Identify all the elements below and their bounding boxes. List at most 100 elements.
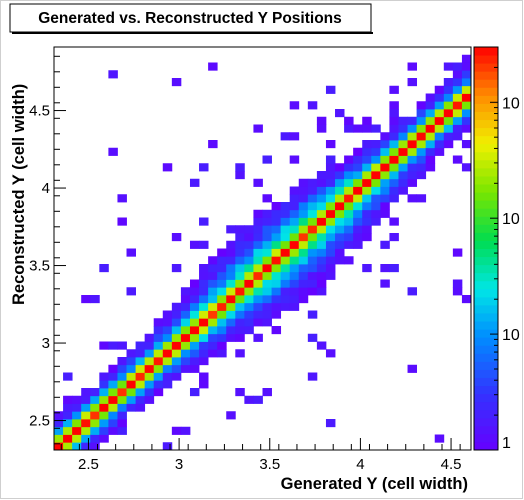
heatmap-cell (81, 419, 91, 428)
heatmap-cell (344, 240, 354, 249)
heatmap-cell (362, 194, 372, 203)
heatmap-cell (171, 78, 182, 87)
heatmap-cell (335, 209, 345, 218)
heatmap-cell (226, 287, 236, 296)
colorbar-segment (474, 175, 498, 185)
heatmap-cell (171, 264, 182, 273)
heatmap-cell (199, 380, 209, 389)
heatmap-cell (316, 271, 327, 280)
heatmap-cell (208, 318, 218, 327)
heatmap-cell (335, 233, 345, 242)
heatmap-cell (425, 124, 436, 133)
heatmap-cell (244, 256, 254, 265)
heatmap-cell (271, 264, 282, 273)
heatmap-cell (271, 295, 282, 304)
heatmap-cell (335, 178, 345, 187)
heatmap-cell (353, 171, 363, 180)
heatmap-cell (135, 395, 146, 404)
heatmap-cell (307, 264, 318, 273)
heatmap-cell (452, 116, 463, 125)
heatmap-cell (144, 357, 155, 366)
heatmap-cell (398, 116, 408, 125)
heatmap-cell (180, 318, 191, 327)
heatmap-cell (461, 163, 472, 172)
colorbar-segment (474, 288, 498, 298)
heatmap-cell (235, 240, 245, 249)
colorbar-frame (473, 46, 499, 451)
heatmap-cell (298, 225, 309, 234)
colorbar-segment (474, 272, 498, 282)
heatmap-cell (280, 302, 291, 311)
heatmap-cell (307, 194, 318, 203)
heatmap-cell (371, 147, 381, 156)
y-axis-label: Reconstructed Y (cell width) (10, 84, 28, 305)
heatmap-cell (416, 132, 427, 141)
heatmap-cell (90, 434, 100, 443)
heatmap-cell (316, 225, 327, 234)
heatmap-cell (262, 256, 272, 265)
heatmap-cell (325, 202, 336, 211)
heatmap-cell (180, 349, 191, 358)
heatmap-cell (353, 217, 363, 226)
heatmap-cell (335, 240, 345, 249)
colorbar-segment (474, 208, 498, 217)
heatmap-cell (171, 357, 182, 366)
heatmap-cell (244, 279, 254, 288)
heatmap-cell (171, 310, 182, 319)
heatmap-cell (153, 341, 164, 350)
heatmap-cell (171, 333, 182, 342)
heatmap-cell (208, 140, 218, 149)
heatmap-cell (362, 178, 372, 187)
heatmap-cell (90, 388, 100, 397)
heatmap-cell (253, 318, 263, 327)
heatmap-cell (117, 364, 127, 373)
heatmap-cell (362, 124, 372, 133)
heatmap-cell (135, 364, 146, 373)
heatmap-cell (153, 349, 164, 358)
heatmap-cell (262, 271, 272, 280)
heatmap-cell (180, 287, 191, 296)
colorbar-segment (474, 337, 498, 346)
heatmap-cell (117, 403, 127, 412)
heatmap-cell (271, 279, 282, 288)
heatmap-cell (452, 124, 463, 133)
heatmap-cell (253, 333, 263, 342)
heatmap-cell (253, 310, 263, 319)
heatmap-cell (135, 380, 146, 389)
heatmap-cell (63, 411, 73, 420)
heatmap-cell (271, 248, 282, 257)
heatmap-cell (253, 217, 263, 226)
heatmap-cell (371, 155, 381, 164)
heatmap-cell (244, 271, 254, 280)
heatmap-cell (54, 434, 64, 443)
heatmap-cell (135, 403, 146, 412)
heatmap-cell (298, 202, 309, 211)
heatmap-cell (72, 426, 82, 435)
heatmap-cell (362, 147, 372, 156)
heatmap-cell (117, 194, 127, 203)
heatmap-cell (325, 155, 336, 164)
heatmap-cell (280, 256, 291, 265)
colorbar-segment (474, 264, 498, 274)
heatmap-cell (180, 333, 191, 342)
heatmap-cell (371, 202, 381, 211)
heatmap-cell (325, 163, 336, 172)
x-tick-label: 4.5 (441, 456, 462, 473)
heatmap-cell (316, 287, 327, 296)
heatmap-cell (289, 217, 300, 226)
heatmap-cell (362, 233, 372, 242)
heatmap-cell (298, 217, 309, 226)
heatmap-cell (389, 132, 399, 141)
heatmap-cell (434, 101, 445, 110)
heatmap-cell (189, 240, 200, 249)
heatmap-cell (353, 202, 363, 211)
heatmap-cell (199, 271, 209, 280)
heatmap-cell (380, 132, 390, 141)
heatmap-cell (416, 171, 427, 180)
heatmap-cell (380, 163, 390, 172)
heatmap-cell (199, 318, 209, 327)
heatmap-cell (271, 271, 282, 280)
heatmap-cell (153, 326, 164, 335)
heatmap-cell (407, 171, 418, 180)
heatmap-cell (226, 264, 236, 273)
